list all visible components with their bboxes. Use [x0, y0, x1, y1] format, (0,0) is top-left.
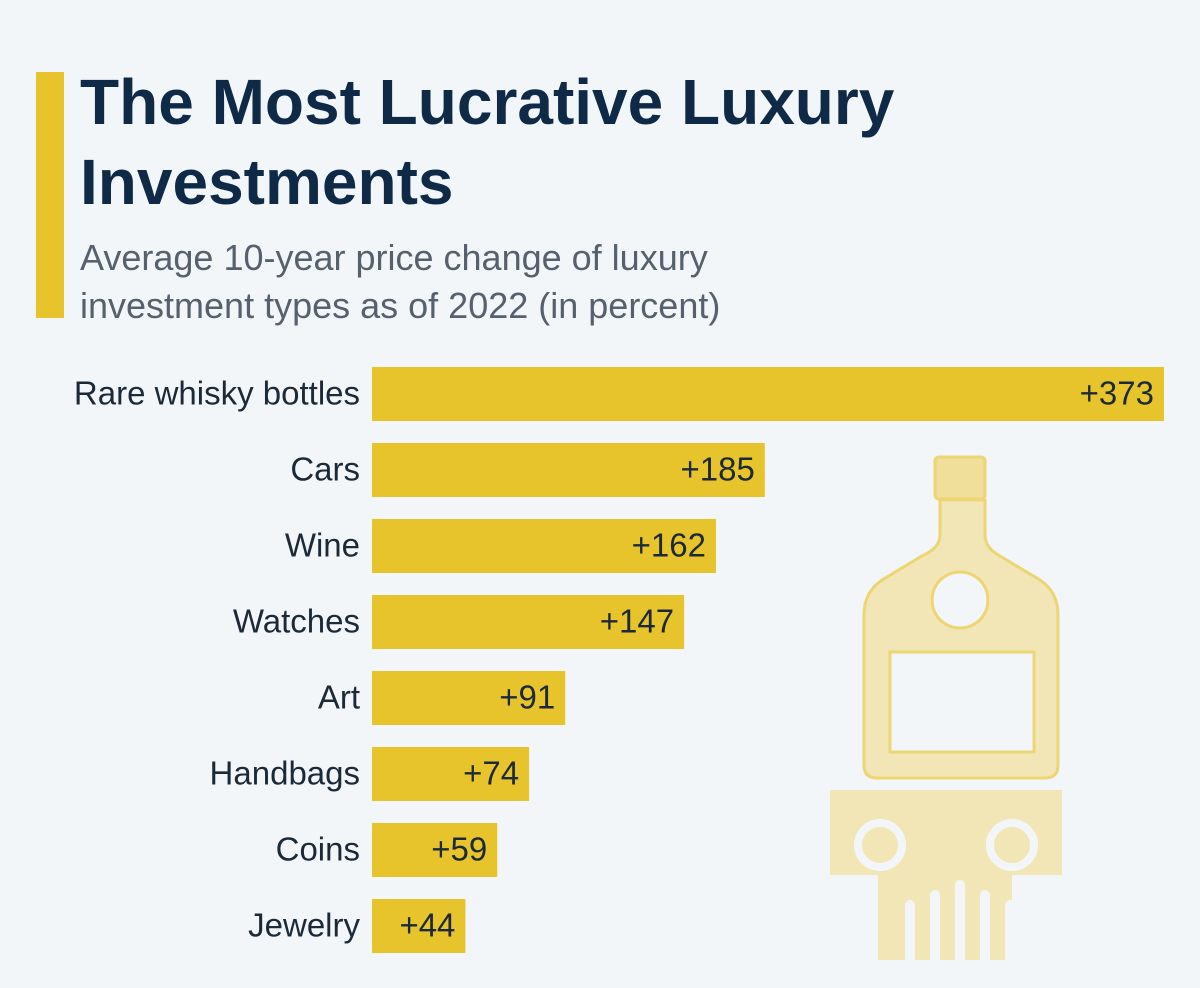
value-label: +162 [632, 527, 706, 564]
category-label: Handbags [210, 755, 360, 792]
value-label: +91 [499, 679, 555, 716]
value-label: +147 [600, 603, 674, 640]
illustration [830, 455, 1062, 965]
bar [372, 367, 1164, 421]
value-label: +373 [1080, 375, 1154, 412]
category-label: Coins [276, 831, 360, 868]
category-label: Art [318, 679, 360, 716]
bar [372, 899, 466, 953]
bar [372, 823, 498, 877]
accent-bar [36, 72, 64, 318]
bar [372, 671, 566, 725]
category-label: Jewelry [248, 907, 360, 944]
value-label: +185 [680, 451, 754, 488]
category-label: Watches [233, 603, 360, 640]
chart-subtitle: Average 10-year price change of luxury i… [80, 237, 721, 326]
value-label: +74 [463, 755, 519, 792]
category-label: Rare whisky bottles [74, 375, 360, 412]
bar [372, 595, 685, 649]
bar [372, 747, 530, 801]
chart-title: The Most Lucrative Luxury Investments [80, 66, 895, 218]
bar [372, 519, 716, 573]
category-label: Wine [285, 527, 360, 564]
bar [372, 443, 765, 497]
value-label: +44 [399, 907, 455, 944]
category-label: Cars [290, 451, 360, 488]
value-label: +59 [431, 831, 487, 868]
